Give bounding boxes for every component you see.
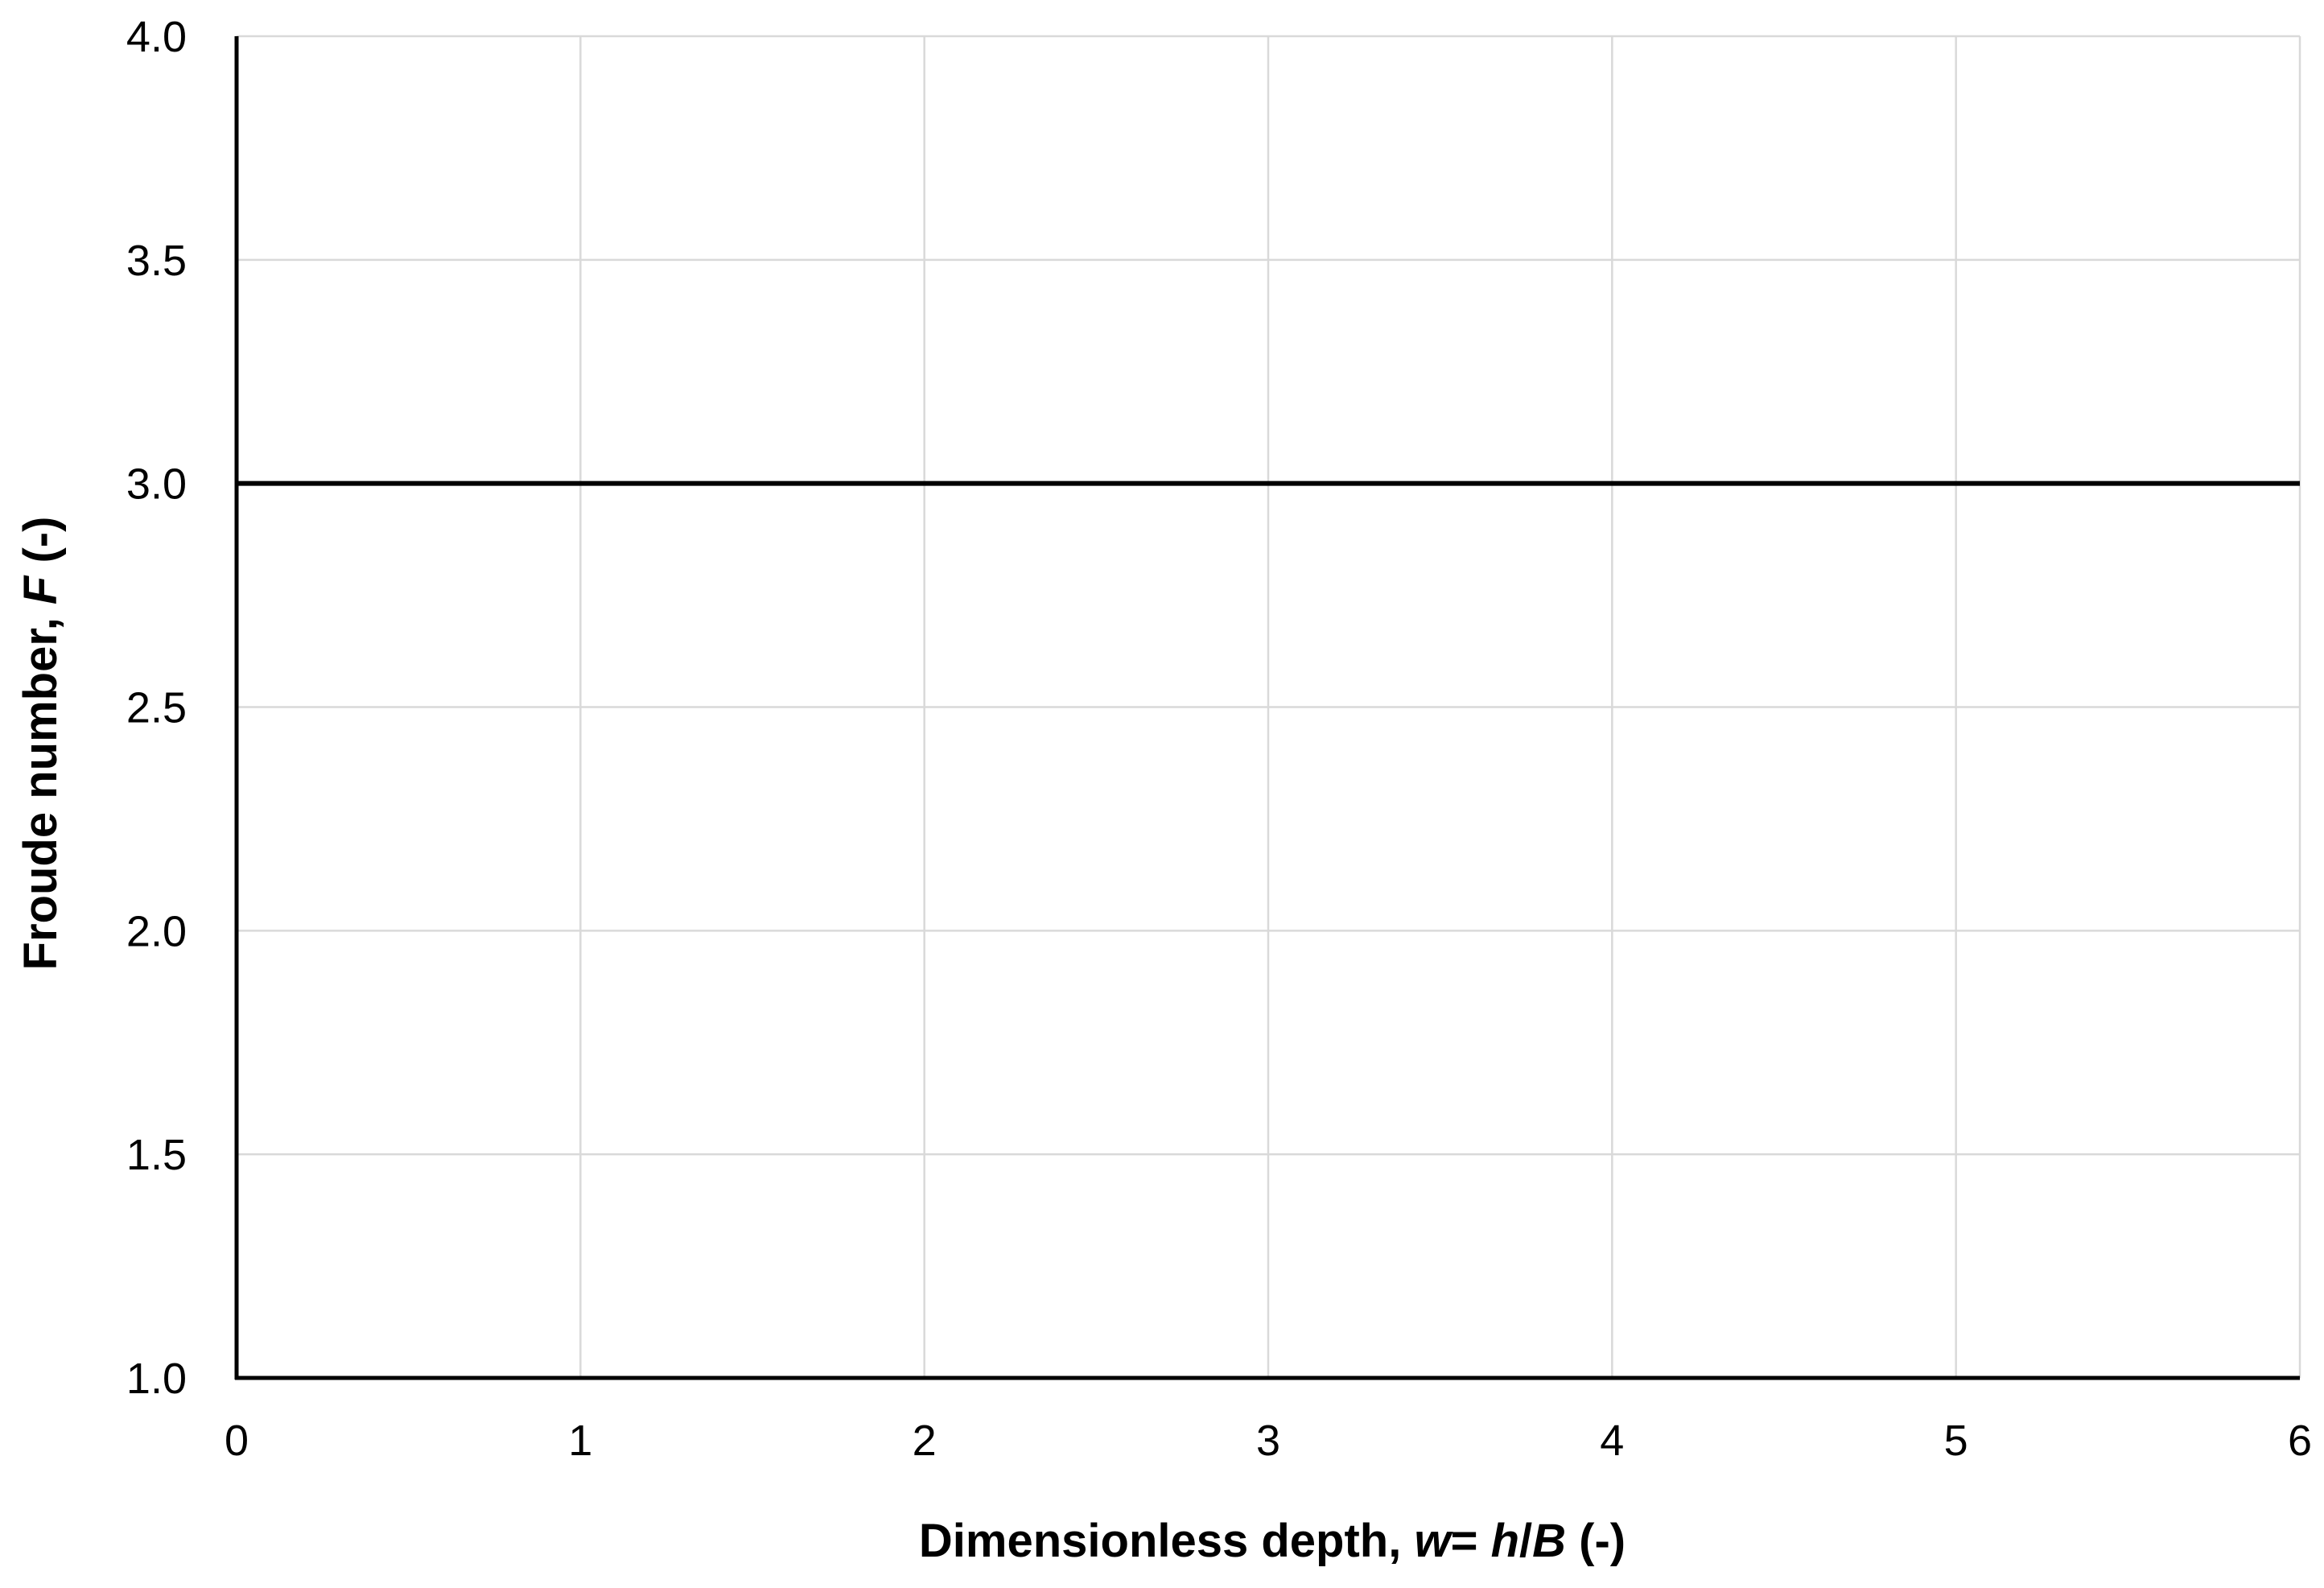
x-tick-label: 0 bbox=[225, 1417, 249, 1465]
y-tick-label: 2.5 bbox=[126, 684, 187, 732]
y-axis-title: Froude number, F (-) bbox=[14, 517, 67, 971]
y-tick-labels: 1.0 1.5 2.0 2.5 3.0 3.5 4.0 bbox=[126, 13, 187, 1403]
x-tick-label: 4 bbox=[1600, 1417, 1624, 1465]
axes bbox=[234, 36, 2300, 1380]
y-tick-label: 1.5 bbox=[126, 1131, 187, 1179]
x-tick-labels: 0 1 2 3 4 5 6 bbox=[225, 1417, 2312, 1465]
y-tick-label: 3.5 bbox=[126, 237, 187, 285]
gridlines bbox=[237, 35, 2301, 1378]
y-tick-label: 2.0 bbox=[126, 907, 187, 955]
y-tick-label: 4.0 bbox=[126, 13, 187, 61]
x-tick-label: 2 bbox=[913, 1417, 937, 1465]
x-tick-label: 5 bbox=[1944, 1417, 1968, 1465]
x-tick-label: 3 bbox=[1256, 1417, 1280, 1465]
x-tick-label: 6 bbox=[2288, 1417, 2312, 1465]
y-tick-label: 3.0 bbox=[126, 460, 187, 509]
x-axis-title: Dimensionless depth, w= h/B (-) bbox=[919, 1515, 1626, 1567]
x-tick-label: 1 bbox=[568, 1417, 592, 1465]
y-tick-label: 1.0 bbox=[126, 1355, 187, 1403]
